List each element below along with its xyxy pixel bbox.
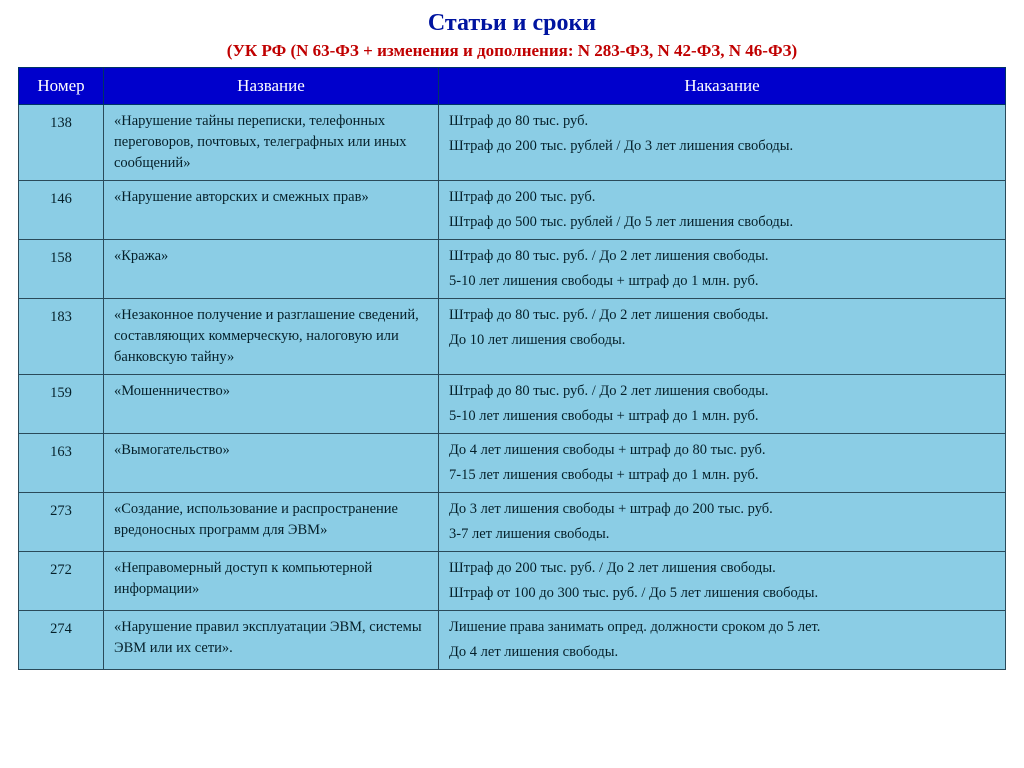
cell-punishment: Штраф до 80 тыс. руб. / До 2 лет лишения… <box>439 240 1006 299</box>
punishment-line: Штраф до 200 тыс. руб. / До 2 лет лишени… <box>449 558 995 579</box>
cell-name: «Нарушение авторских и смежных прав» <box>104 181 439 240</box>
table-row: 146«Нарушение авторских и смежных прав»Ш… <box>19 181 1006 240</box>
punishment-line: Штраф от 100 до 300 тыс. руб. / До 5 лет… <box>449 583 995 604</box>
table-header-row: Номер Название Наказание <box>19 68 1006 105</box>
page-title: Статьи и сроки <box>18 10 1006 37</box>
punishment-line: Штраф до 80 тыс. руб. / До 2 лет лишения… <box>449 305 995 326</box>
punishment-line: 5-10 лет лишения свободы + штраф до 1 мл… <box>449 271 995 292</box>
cell-name: «Незаконное получение и разглашение свед… <box>104 299 439 375</box>
cell-name: «Кража» <box>104 240 439 299</box>
punishment-line: 3-7 лет лишения свободы. <box>449 524 995 545</box>
punishment-line: Штраф до 80 тыс. руб. / До 2 лет лишения… <box>449 246 995 267</box>
cell-punishment: До 3 лет лишения свободы + штраф до 200 … <box>439 493 1006 552</box>
cell-number: 273 <box>19 493 104 552</box>
cell-punishment: Штраф до 200 тыс. руб. Штраф до 500 тыс. … <box>439 181 1006 240</box>
cell-punishment: Штраф до 80 тыс. руб. / До 2 лет лишения… <box>439 299 1006 375</box>
cell-number: 163 <box>19 434 104 493</box>
punishment-line: До 4 лет лишения свободы. <box>449 642 995 663</box>
punishment-line: Штраф до 500 тыс. рублей / До 5 лет лише… <box>449 212 995 233</box>
cell-name: «Нарушение тайны переписки, телефонных п… <box>104 105 439 181</box>
table-row: 272«Неправомерный доступ к компьютерной … <box>19 552 1006 611</box>
punishment-line: До 10 лет лишения свободы. <box>449 330 995 351</box>
cell-name: «Мошенничество» <box>104 375 439 434</box>
cell-number: 183 <box>19 299 104 375</box>
table-row: 273«Создание, использование и распростра… <box>19 493 1006 552</box>
punishment-line: Штраф до 80 тыс. руб. / До 2 лет лишения… <box>449 381 995 402</box>
cell-punishment: Штраф до 200 тыс. руб. / До 2 лет лишени… <box>439 552 1006 611</box>
col-header-name: Название <box>104 68 439 105</box>
cell-punishment: Лишение права занимать опред. должности … <box>439 611 1006 670</box>
table-row: 274«Нарушение правил эксплуатации ЭВМ, с… <box>19 611 1006 670</box>
page-subtitle: (УК РФ (N 63-ФЗ + изменения и дополнения… <box>18 41 1006 61</box>
col-header-number: Номер <box>19 68 104 105</box>
col-header-punishment: Наказание <box>439 68 1006 105</box>
punishment-line: Штраф до 200 тыс. рублей / До 3 лет лише… <box>449 136 995 157</box>
punishment-line: Штраф до 80 тыс. руб. <box>449 111 995 132</box>
table-row: 158«Кража» Штраф до 80 тыс. руб. / До 2 л… <box>19 240 1006 299</box>
punishment-line: Лишение права занимать опред. должности … <box>449 617 995 638</box>
table-row: 163«Вымогательство» До 4 лет лишения своб… <box>19 434 1006 493</box>
cell-name: «Неправомерный доступ к компьютерной инф… <box>104 552 439 611</box>
cell-name: «Создание, использование и распространен… <box>104 493 439 552</box>
cell-punishment: До 4 лет лишения свободы + штраф до 80 т… <box>439 434 1006 493</box>
cell-number: 146 <box>19 181 104 240</box>
cell-number: 159 <box>19 375 104 434</box>
table-row: 138«Нарушение тайны переписки, телефонны… <box>19 105 1006 181</box>
cell-number: 274 <box>19 611 104 670</box>
punishment-line: До 4 лет лишения свободы + штраф до 80 т… <box>449 440 995 461</box>
punishment-line: Штраф до 200 тыс. руб. <box>449 187 995 208</box>
cell-name: «Вымогательство» <box>104 434 439 493</box>
punishment-line: 5-10 лет лишения свободы + штраф до 1 мл… <box>449 406 995 427</box>
cell-punishment: Штраф до 80 тыс. руб. / До 2 лет лишения… <box>439 375 1006 434</box>
articles-table: Номер Название Наказание 138«Нарушение т… <box>18 67 1006 670</box>
cell-name: «Нарушение правил эксплуатации ЭВМ, сист… <box>104 611 439 670</box>
cell-number: 138 <box>19 105 104 181</box>
table-row: 183«Незаконное получение и разглашение с… <box>19 299 1006 375</box>
cell-number: 158 <box>19 240 104 299</box>
cell-number: 272 <box>19 552 104 611</box>
punishment-line: До 3 лет лишения свободы + штраф до 200 … <box>449 499 995 520</box>
table-row: 159«Мошенничество» Штраф до 80 тыс. руб. … <box>19 375 1006 434</box>
punishment-line: 7-15 лет лишения свободы + штраф до 1 мл… <box>449 465 995 486</box>
cell-punishment: Штраф до 80 тыс. руб. Штраф до 200 тыс. р… <box>439 105 1006 181</box>
